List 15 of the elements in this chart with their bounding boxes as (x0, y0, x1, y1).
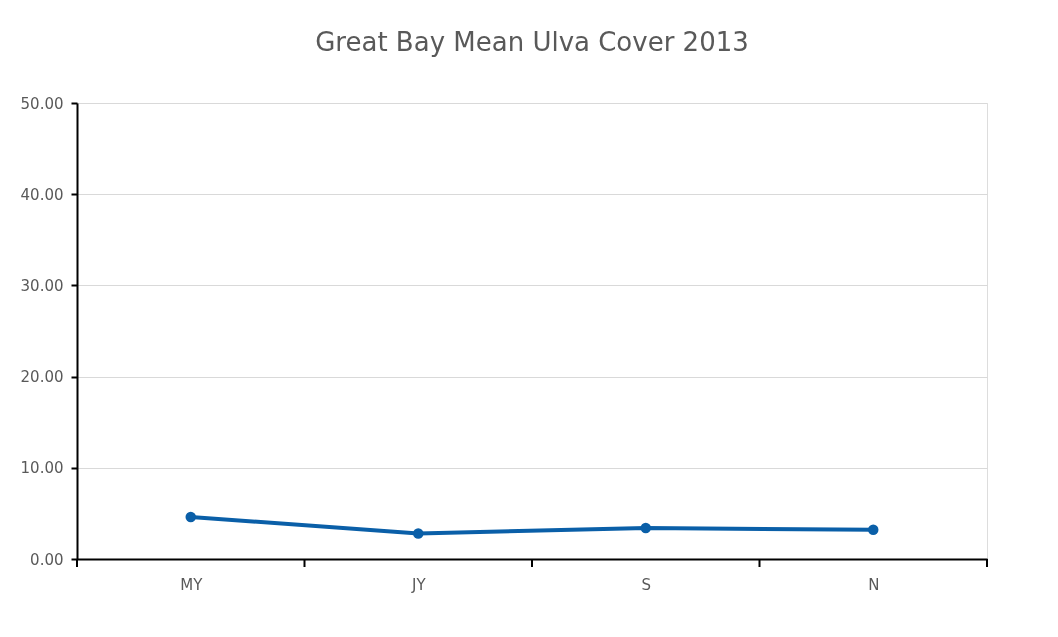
point (413, 528, 424, 539)
y-tick-label: 10.00 (20, 459, 64, 478)
y-tick-label: 50.00 (20, 94, 64, 113)
x-tick-label: JY (410, 575, 427, 594)
chart-title: Great Bay Mean Ulva Cover 2013 (315, 27, 749, 57)
x-tick-label: N (868, 575, 880, 594)
y-tick-label: 30.00 (20, 276, 64, 295)
point (868, 524, 879, 536)
point (640, 522, 651, 534)
point (185, 511, 196, 523)
y-tick-label: 40.00 (20, 185, 64, 204)
x-tick-label: S (641, 575, 652, 594)
x-tick-label: MY (180, 575, 204, 594)
y-tick-label: 0.00 (30, 550, 64, 569)
y-tick-label: 20.00 (20, 368, 64, 387)
